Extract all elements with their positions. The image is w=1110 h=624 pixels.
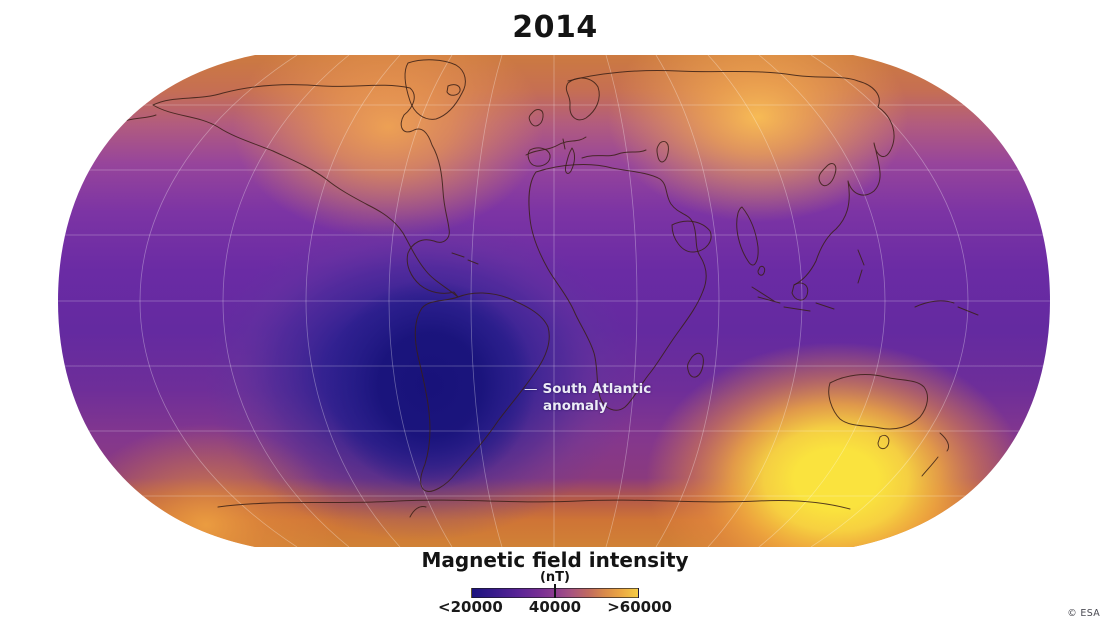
coast-japan — [818, 163, 837, 187]
coast-mediterranean-east — [581, 149, 647, 159]
coast-scandinavia — [565, 77, 600, 121]
colorbar-mid-tick — [554, 584, 556, 598]
coast-europe-mainland — [525, 136, 587, 156]
annotation-leader-dash: — — [524, 381, 538, 397]
coast-borneo — [791, 282, 809, 301]
coast-caribbean — [451, 252, 479, 265]
chart-title: 2014 — [512, 10, 598, 45]
coast-indonesia — [751, 286, 835, 312]
coast-asia — [567, 69, 895, 286]
legend: Magnetic field intensity (nT) <20000 400… — [0, 549, 1110, 615]
coast-iberia — [527, 147, 551, 167]
coast-antarctica — [217, 499, 851, 518]
colorbar-labels: <20000 40000 >60000 — [438, 600, 672, 615]
coast-sri-lanka — [757, 265, 766, 276]
field-intensity-layer — [58, 55, 1050, 547]
coast-new-zealand — [921, 432, 950, 477]
coast-caspian — [656, 140, 669, 163]
coast-arabia — [671, 220, 712, 253]
world-map-svg — [58, 55, 1050, 547]
coast-new-guinea — [914, 300, 979, 316]
colorbar-label-max: >60000 — [607, 598, 672, 616]
coast-tasmania — [877, 434, 890, 450]
coastlines — [117, 59, 979, 518]
anomaly-annotation: — South Atlantic anomaly — [524, 381, 651, 415]
colorbar-label-min: <20000 — [438, 598, 503, 616]
annotation-text-line1: South Atlantic — [542, 381, 652, 397]
graticule — [58, 55, 1050, 547]
legend-title: Magnetic field intensity — [421, 548, 689, 572]
credit-esa: © ESA — [1067, 608, 1100, 619]
coast-south-america — [414, 292, 550, 492]
coast-india — [736, 206, 759, 266]
coast-philippines — [857, 249, 865, 284]
legend-unit: (nT) — [539, 570, 570, 585]
coast-madagascar — [687, 352, 704, 378]
coast-australia — [828, 374, 928, 430]
colorbar — [471, 584, 639, 598]
coast-italy — [565, 147, 575, 174]
coast-uk — [528, 109, 544, 127]
coast-africa — [528, 164, 707, 411]
coast-iceland — [446, 84, 461, 96]
coast-north-america — [152, 84, 459, 298]
world-map — [58, 55, 1050, 547]
colorbar-label-mid: 40000 — [528, 598, 582, 616]
annotation-text-line2: anomaly — [543, 398, 608, 414]
coast-greenland — [404, 59, 466, 120]
